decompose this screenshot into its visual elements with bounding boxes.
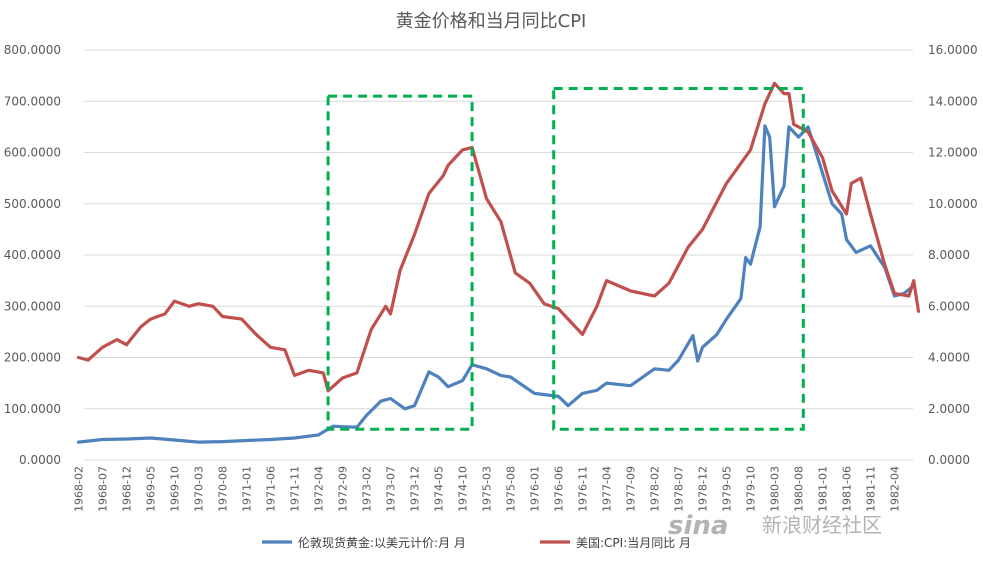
x-tick-label: 1981-01 xyxy=(817,466,830,512)
annotation-boxes xyxy=(326,86,805,431)
x-tick-label: 1981-11 xyxy=(865,466,878,512)
x-tick-label: 1971-11 xyxy=(289,466,302,512)
x-tick-label: 1970-08 xyxy=(217,466,230,512)
x-tick-label: 1980-03 xyxy=(769,466,782,512)
x-tick-label: 1977-09 xyxy=(625,466,638,512)
x-tick-label: 1974-05 xyxy=(433,466,446,512)
legend: 伦敦现货黄金:以美元计价:月 月 美国:CPI:当月同比 月 xyxy=(262,535,691,550)
x-tick-label: 1976-06 xyxy=(553,466,566,512)
legend-label: 美国:CPI:当月同比 月 xyxy=(576,536,691,550)
watermark-logo: sina xyxy=(668,511,728,541)
y-left-tick-label: 500.0000 xyxy=(4,197,61,211)
x-tick-label: 1969-10 xyxy=(169,466,182,512)
x-tick-label: 1969-05 xyxy=(145,466,158,512)
x-tick-label: 1973-12 xyxy=(409,466,422,512)
watermark-text: 新浪财经社区 xyxy=(762,513,882,537)
x-tick-label: 1974-10 xyxy=(457,466,470,512)
y-left-tick-label: 800.0000 xyxy=(4,43,61,57)
x-tick-label: 1976-11 xyxy=(577,466,590,512)
grid xyxy=(84,49,913,461)
y-left-tick-label: 300.0000 xyxy=(4,299,61,313)
y-right-tick-label: 0.0000 xyxy=(928,453,970,467)
y-right-tick-label: 12.0000 xyxy=(928,146,978,160)
y-left-ticks: 0.0000 100.0000 200.0000 300.0000 400.0000 50… xyxy=(4,43,61,467)
highlight-box-2 xyxy=(552,86,805,431)
x-tick-label: 1968-07 xyxy=(97,466,110,512)
x-tick-label: 1978-12 xyxy=(697,466,710,512)
x-tick-label: 1979-10 xyxy=(745,466,758,512)
x-tick-label: 1973-02 xyxy=(361,466,374,512)
gold-price-line xyxy=(76,124,916,444)
y-left-tick-label: 200.0000 xyxy=(4,351,61,365)
x-tick-label: 1968-12 xyxy=(121,466,134,512)
x-ticks: 1968-02 1968-07 1968-12 1969-05 1969-10 1970-… xyxy=(73,466,902,512)
x-tick-label: 1976-01 xyxy=(529,466,542,512)
x-tick-label: 1972-09 xyxy=(337,466,350,512)
y-right-tick-label: 8.0000 xyxy=(928,248,970,262)
x-tick-label: 1971-06 xyxy=(265,466,278,512)
legend-label: 伦敦现货黄金:以美元计价:月 月 xyxy=(298,535,466,550)
x-tick-label: 1971-01 xyxy=(241,466,254,512)
x-tick-label: 1968-02 xyxy=(73,466,86,512)
y-left-tick-label: 600.0000 xyxy=(4,146,61,160)
x-tick-label: 1973-07 xyxy=(385,466,398,512)
x-tick-label: 1982-04 xyxy=(889,466,902,512)
chart-title: 黄金价格和当月同比CPI xyxy=(396,11,587,32)
y-right-tick-label: 6.0000 xyxy=(928,299,970,313)
series-lines xyxy=(76,81,921,444)
x-tick-label: 1981-06 xyxy=(841,466,854,512)
y-left-tick-label: 0.0000 xyxy=(19,453,61,467)
y-right-ticks: 0.0000 2.0000 4.0000 6.0000 8.0000 10.0000 12.… xyxy=(928,43,978,467)
watermark: sina 新浪财经社区 xyxy=(668,511,882,541)
x-tick-label: 1975-08 xyxy=(505,466,518,512)
x-tick-label: 1980-08 xyxy=(793,466,806,512)
y-right-tick-label: 10.0000 xyxy=(928,197,978,211)
y-right-tick-label: 14.0000 xyxy=(928,94,978,108)
y-right-tick-label: 2.0000 xyxy=(928,402,970,416)
y-left-tick-label: 700.0000 xyxy=(4,94,61,108)
y-left-tick-label: 400.0000 xyxy=(4,248,61,262)
y-right-tick-label: 4.0000 xyxy=(928,351,970,365)
x-tick-label: 1978-02 xyxy=(649,466,662,512)
y-right-tick-label: 16.0000 xyxy=(928,43,978,57)
x-tick-label: 1970-03 xyxy=(193,466,206,512)
cpi-line xyxy=(76,81,921,393)
highlight-box-1 xyxy=(326,94,474,431)
x-tick-label: 1978-07 xyxy=(673,466,686,512)
x-tick-label: 1975-03 xyxy=(481,466,494,512)
x-tick-label: 1979-05 xyxy=(721,466,734,512)
x-tick-label: 1972-04 xyxy=(313,466,326,512)
x-tick-label: 1977-04 xyxy=(601,466,614,512)
y-left-tick-label: 100.0000 xyxy=(4,402,61,416)
